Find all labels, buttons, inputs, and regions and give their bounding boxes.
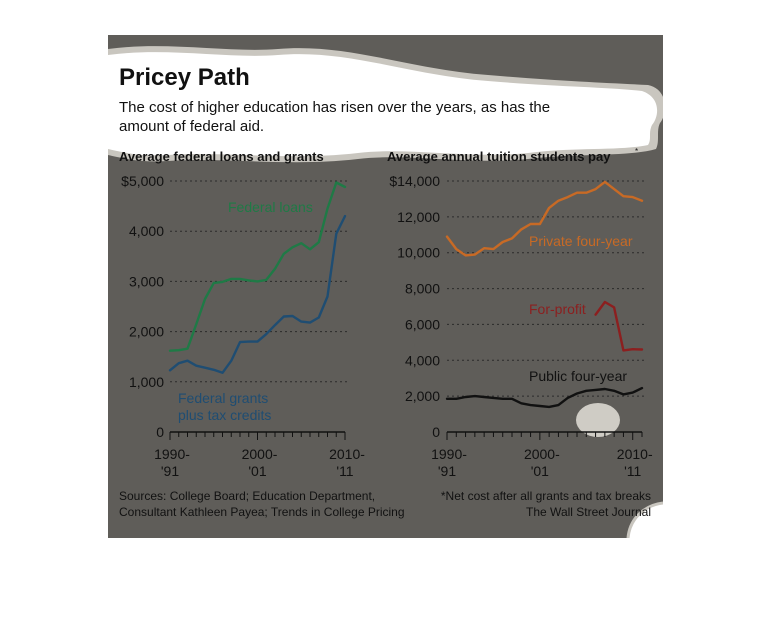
x-tick-label: '91 bbox=[438, 463, 456, 479]
x-tick-label: '01 bbox=[531, 463, 549, 479]
footer-sources-line-1: Sources: College Board; Education Depart… bbox=[119, 489, 375, 503]
graphic-canvas: Pricey Path The cost of higher education… bbox=[108, 35, 663, 538]
x-tick-label: 1990- bbox=[431, 446, 467, 462]
y-tick-label: 1,000 bbox=[129, 374, 164, 390]
label-federal-loans: Federal loans bbox=[228, 199, 313, 215]
y-tick-label: $14,000 bbox=[389, 173, 440, 189]
label-for-profit: For-profit bbox=[529, 301, 586, 317]
x-tick-label: '11 bbox=[336, 463, 353, 479]
y-tick-label: 12,000 bbox=[397, 209, 440, 225]
left-chart: 0 1,000 2,000 3,000 4,000 $5,000 1990-'91 2000-… bbox=[121, 173, 365, 479]
series-line-for-profit bbox=[594, 300, 644, 352]
page-title: Pricey Path bbox=[119, 64, 250, 91]
right-chart-title: Average annual tuition students pay bbox=[387, 149, 611, 164]
x-tick-label: 2000- bbox=[524, 446, 560, 462]
x-tick-label: 1990- bbox=[154, 446, 190, 462]
series-line-federal-grants-plus-tax-credits bbox=[168, 214, 347, 374]
right-chart: 0 2,000 4,000 6,000 8,000 10,000 12,000 $14,000… bbox=[389, 173, 653, 479]
highlight-blob bbox=[576, 403, 620, 437]
x-tick-label: 2010- bbox=[617, 446, 653, 462]
series-line-federal-loans bbox=[168, 181, 347, 352]
footer-note: *Net cost after all grants and tax break… bbox=[441, 489, 651, 503]
x-tick-label: 2000- bbox=[242, 446, 278, 462]
footer-credit: The Wall Street Journal bbox=[526, 505, 651, 519]
series-line-public-four-year bbox=[445, 386, 644, 409]
y-tick-label: 10,000 bbox=[397, 245, 440, 261]
label-federal-grants-1: Federal grants bbox=[178, 390, 268, 406]
x-tick-label: '91 bbox=[161, 463, 179, 479]
y-tick-label: 3,000 bbox=[129, 273, 164, 289]
left-chart-title: Average federal loans and grants bbox=[119, 149, 324, 164]
y-tick-label: 2,000 bbox=[405, 388, 440, 404]
y-tick-label: 0 bbox=[432, 424, 440, 440]
label-federal-grants-2: plus tax credits bbox=[178, 407, 271, 423]
right-chart-title-marker: * bbox=[635, 147, 638, 156]
x-tick-label: 2010- bbox=[329, 446, 365, 462]
y-tick-label: 6,000 bbox=[405, 316, 440, 332]
y-tick-label: 8,000 bbox=[405, 281, 440, 297]
y-tick-label: $5,000 bbox=[121, 173, 164, 189]
y-tick-label: 4,000 bbox=[129, 223, 164, 239]
footer-sources-line-2: Consultant Kathleen Payea; Trends in Col… bbox=[119, 505, 405, 519]
corner-curl-edge bbox=[626, 501, 663, 538]
y-tick-label: 2,000 bbox=[129, 324, 164, 340]
x-tick-label: '01 bbox=[248, 463, 266, 479]
x-tick-label: '11 bbox=[624, 463, 641, 479]
y-tick-label: 4,000 bbox=[405, 352, 440, 368]
label-private-four-year: Private four-year bbox=[529, 233, 633, 249]
y-tick-label: 0 bbox=[156, 424, 164, 440]
label-public-four-year: Public four-year bbox=[529, 368, 627, 384]
subtitle-line-2: amount of federal aid. bbox=[119, 118, 264, 135]
series-line-private-four-year bbox=[445, 180, 644, 257]
pricey-path-graphic: Pricey Path The cost of higher education… bbox=[108, 35, 663, 538]
corner-curl bbox=[628, 503, 663, 538]
subtitle-line-1: The cost of higher education has risen o… bbox=[119, 99, 550, 116]
header-banner bbox=[108, 52, 658, 157]
